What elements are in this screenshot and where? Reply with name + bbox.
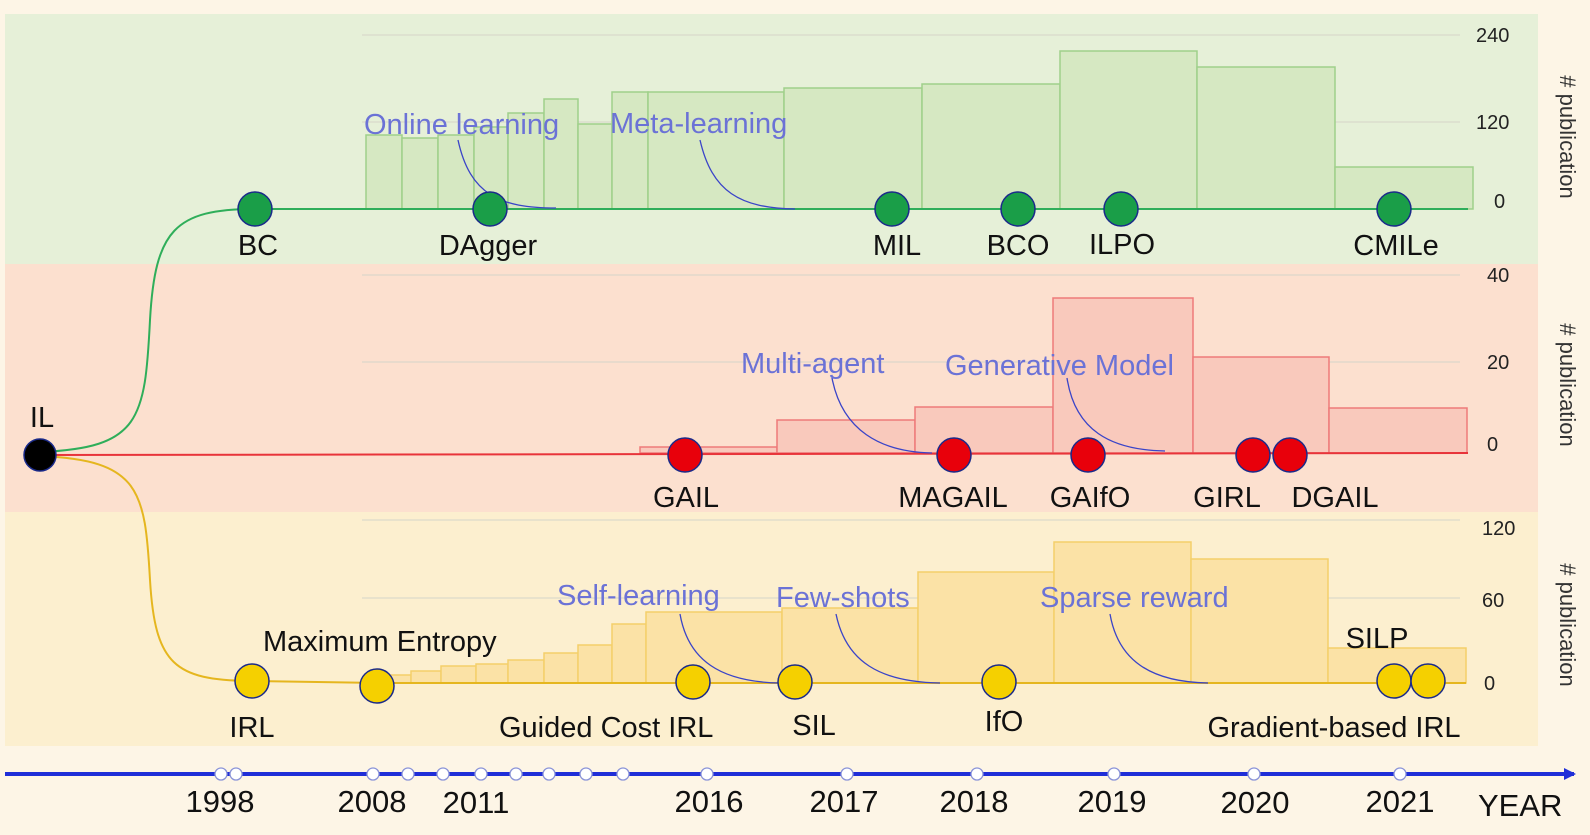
annotation-online-learning: Online learning [364, 109, 559, 141]
year-2008: 2008 [338, 784, 407, 819]
annotation-multi-agent: Multi-agent [741, 348, 884, 380]
irl-node-sil[interactable] [777, 664, 813, 700]
annotation-meta-learning: Meta-learning [610, 108, 787, 140]
bc-node-mil[interactable] [874, 191, 910, 227]
year-2018: 2018 [940, 784, 1009, 819]
bc-label-bc: BC [238, 230, 278, 262]
bc-branch-line [39, 208, 1468, 453]
annotation-self-learning: Self-learning [557, 580, 720, 612]
irl-axis-tick-0: 0 [1484, 673, 1495, 695]
irl-label-silp: SILP [1346, 623, 1409, 655]
year-2011: 2011 [443, 785, 510, 820]
bc-axis-title: # publication [1555, 75, 1580, 199]
irl-label-irl: IRL [229, 712, 274, 744]
gail-nodes [667, 437, 1308, 473]
year-2016: 2016 [675, 784, 744, 819]
irl-axis-tick-120: 120 [1482, 518, 1515, 540]
irl-node-maximum-entropy[interactable] [359, 668, 395, 704]
irl-nodes [234, 663, 1446, 704]
bc-axis-tick-240: 240 [1476, 25, 1509, 47]
irl-axis-title: # publication [1555, 563, 1580, 687]
root-label: IL [30, 402, 54, 434]
bc-label-ilpo: ILPO [1089, 229, 1155, 261]
gail-label-gaifo: GAIfO [1050, 482, 1131, 514]
gail-node-magail[interactable] [936, 437, 972, 473]
gail-axis-tick-40: 40 [1487, 265, 1509, 287]
year-1998: 1998 [186, 784, 255, 819]
bc-histogram [365, 50, 1474, 210]
gail-label-magail: MAGAIL [898, 482, 1008, 514]
gail-branch-line [39, 452, 1469, 456]
gail-label-gail: GAIL [653, 482, 719, 514]
bc-node-bco[interactable] [1000, 191, 1036, 227]
irl-node-irl[interactable] [234, 663, 270, 699]
irl-label-guided-cost-irl: Guided Cost IRL [499, 712, 713, 744]
irl-axis-tick-60: 60 [1482, 590, 1504, 612]
gail-node-gaifo[interactable] [1070, 437, 1106, 473]
bc-label-bco: BCO [987, 230, 1050, 262]
timeline-axis-label: YEAR [1478, 788, 1562, 823]
irl-label-ifo: IfO [985, 706, 1024, 738]
irl-node-gradient-based-irl[interactable] [1410, 663, 1446, 699]
irl-node-silp[interactable] [1376, 663, 1412, 699]
annotation-sparse-reward: Sparse reward [1040, 582, 1229, 614]
gail-histogram [639, 297, 1468, 454]
bc-node-ilpo[interactable] [1103, 191, 1139, 227]
timeline-ticks [214, 767, 1407, 781]
bc-label-cmile: CMILe [1353, 230, 1438, 262]
year-2019: 2019 [1078, 784, 1147, 819]
gail-axis-title: # publication [1555, 323, 1580, 447]
irl-label-sil: SIL [792, 710, 836, 742]
root-node-il[interactable] [23, 438, 57, 472]
bc-node-dagger[interactable] [472, 191, 508, 227]
gail-label-dgail: DGAIL [1291, 482, 1378, 514]
bc-nodes [237, 191, 1412, 227]
gail-label-girl: GIRL [1193, 482, 1261, 514]
bc-axis-tick-0: 0 [1494, 191, 1505, 213]
irl-node-ifo[interactable] [981, 664, 1017, 700]
annotation-few-shots: Few-shots [776, 582, 910, 614]
irl-histogram [374, 541, 1467, 684]
annotation-generative-model: Generative Model [945, 350, 1174, 382]
bc-label-dagger: DAgger [439, 230, 538, 262]
gail-axis-tick-0: 0 [1487, 434, 1498, 456]
bc-node-cmile[interactable] [1376, 191, 1412, 227]
year-2021: 2021 [1366, 784, 1435, 819]
bc-axis-tick-120: 120 [1476, 112, 1509, 134]
gail-node-dgail[interactable] [1272, 437, 1308, 473]
irl-branch-line [39, 455, 1466, 684]
bc-label-mil: MIL [873, 230, 921, 262]
irl-label-gradient-based-irl: Gradient-based IRL [1207, 712, 1460, 744]
irl-label-maximum-entropy: Maximum Entropy [263, 626, 497, 658]
irl-node-guided-cost-irl[interactable] [675, 664, 711, 700]
bc-node-bc[interactable] [237, 191, 273, 227]
year-2020: 2020 [1221, 785, 1290, 820]
gail-node-girl[interactable] [1235, 437, 1271, 473]
gail-axis-tick-20: 20 [1487, 352, 1509, 374]
annotation-connectors [457, 139, 1209, 684]
gail-node-gail[interactable] [667, 437, 703, 473]
year-2017: 2017 [810, 784, 879, 819]
